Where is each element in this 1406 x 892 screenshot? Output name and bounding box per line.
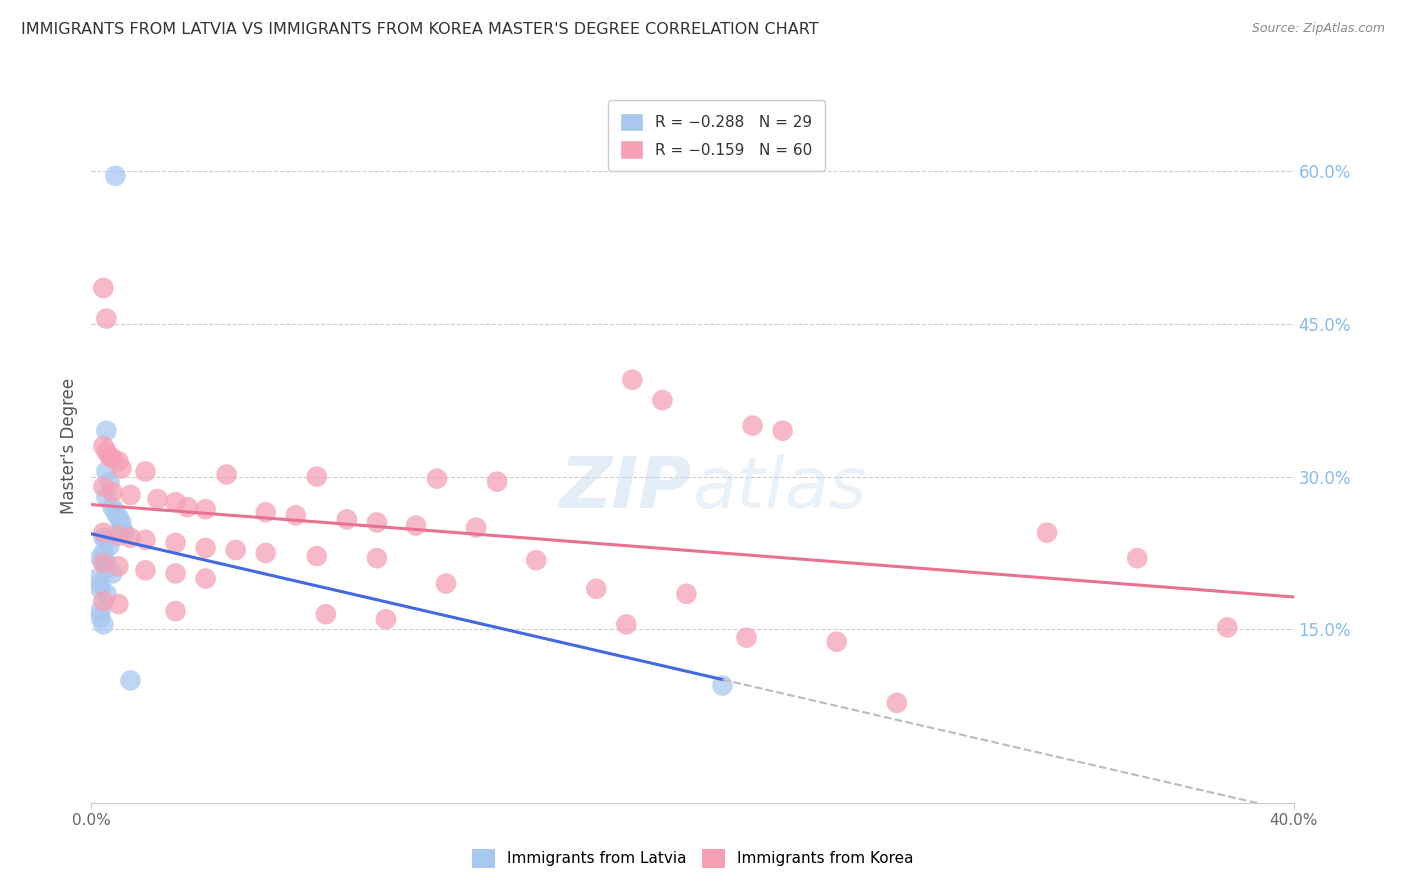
Point	[614, 617, 637, 632]
Point	[1216, 620, 1239, 634]
Point	[96, 561, 118, 575]
Point	[107, 529, 129, 543]
Point	[336, 512, 359, 526]
Point	[434, 576, 457, 591]
Point	[104, 505, 127, 519]
Point	[93, 553, 115, 567]
Point	[1126, 551, 1149, 566]
Point	[98, 539, 121, 553]
Point	[93, 617, 115, 632]
Point	[176, 500, 198, 515]
Point	[93, 594, 115, 608]
Point	[735, 631, 758, 645]
Point	[305, 469, 328, 483]
Point	[194, 541, 217, 555]
Point	[194, 502, 217, 516]
Point	[93, 281, 115, 295]
Point	[315, 607, 337, 622]
Point	[93, 525, 115, 540]
Point	[194, 572, 217, 586]
Point	[374, 612, 396, 626]
Point	[96, 424, 118, 438]
Point	[886, 696, 908, 710]
Point	[405, 518, 427, 533]
Point	[134, 533, 156, 547]
Point	[120, 488, 142, 502]
Point	[93, 531, 115, 545]
Point	[96, 465, 118, 479]
Point	[366, 516, 388, 530]
Point	[254, 505, 277, 519]
Point	[104, 169, 127, 183]
Point	[110, 520, 132, 534]
Point	[89, 576, 111, 591]
Point	[366, 551, 388, 566]
Point	[93, 480, 115, 494]
Point	[98, 475, 121, 489]
Point	[284, 508, 307, 523]
Point	[165, 566, 187, 581]
Point	[101, 451, 124, 466]
Point	[114, 525, 136, 540]
Point	[1036, 525, 1059, 540]
Text: Source: ZipAtlas.com: Source: ZipAtlas.com	[1251, 22, 1385, 36]
Point	[585, 582, 607, 596]
Point	[86, 572, 108, 586]
Point	[89, 604, 111, 618]
Point	[96, 533, 118, 547]
Point	[96, 444, 118, 458]
Point	[426, 472, 449, 486]
Point	[772, 424, 794, 438]
Point	[107, 454, 129, 468]
Point	[101, 484, 124, 499]
Point	[165, 495, 187, 509]
Point	[89, 551, 111, 566]
Point	[93, 556, 115, 570]
Y-axis label: Master's Degree: Master's Degree	[59, 378, 77, 514]
Point	[524, 553, 547, 567]
Point	[711, 679, 734, 693]
Point	[305, 549, 328, 563]
Legend: Immigrants from Latvia, Immigrants from Korea: Immigrants from Latvia, Immigrants from …	[465, 843, 920, 873]
Text: IMMIGRANTS FROM LATVIA VS IMMIGRANTS FROM KOREA MASTER'S DEGREE CORRELATION CHAR: IMMIGRANTS FROM LATVIA VS IMMIGRANTS FRO…	[21, 22, 818, 37]
Point	[93, 546, 115, 560]
Point	[215, 467, 238, 482]
Point	[93, 439, 115, 453]
Point	[134, 465, 156, 479]
Point	[165, 536, 187, 550]
Point	[107, 559, 129, 574]
Point	[134, 563, 156, 577]
Point	[825, 634, 848, 648]
Point	[225, 543, 247, 558]
Text: atlas: atlas	[692, 454, 868, 524]
Point	[465, 520, 488, 534]
Point	[146, 491, 169, 506]
Point	[101, 566, 124, 581]
Point	[110, 461, 132, 475]
Point	[254, 546, 277, 560]
Point	[89, 610, 111, 624]
Point	[651, 393, 673, 408]
Point	[107, 597, 129, 611]
Point	[110, 516, 132, 530]
Point	[98, 449, 121, 463]
Point	[120, 531, 142, 545]
Point	[486, 475, 509, 489]
Point	[621, 373, 644, 387]
Point	[120, 673, 142, 688]
Point	[165, 604, 187, 618]
Point	[96, 490, 118, 504]
Text: ZIP: ZIP	[560, 454, 692, 524]
Point	[96, 311, 118, 326]
Point	[96, 587, 118, 601]
Point	[96, 556, 118, 570]
Point	[675, 587, 697, 601]
Point	[101, 500, 124, 515]
Point	[107, 510, 129, 524]
Point	[89, 582, 111, 596]
Point	[741, 418, 763, 433]
